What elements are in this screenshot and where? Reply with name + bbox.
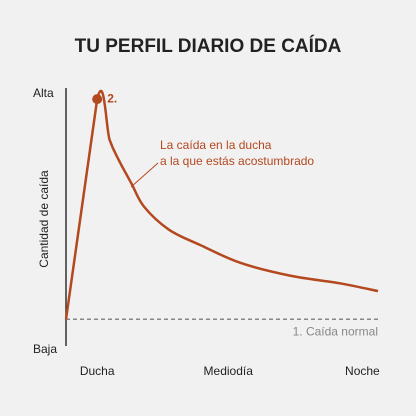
annotation-leader: [130, 162, 159, 188]
y-tick-label: Baja: [33, 342, 57, 356]
peak-label: 2.: [107, 91, 117, 105]
x-tick-label: Mediodía: [204, 364, 254, 378]
y-axis-label: Cantidad de caída: [37, 170, 51, 268]
x-tick-label: Ducha: [80, 364, 115, 378]
chart-title: TU PERFIL DIARIO DE CAÍDA: [75, 35, 342, 57]
reference-label: 1. Caída normal: [293, 324, 378, 338]
line: [64, 89, 379, 320]
annotation: La caída en la ducha: [160, 138, 272, 152]
y-tick-label: Alta: [33, 86, 54, 100]
annotation: a la que estás acostumbrado: [160, 154, 314, 168]
peak-marker: [92, 94, 103, 105]
x-tick-label: Noche: [345, 364, 380, 378]
